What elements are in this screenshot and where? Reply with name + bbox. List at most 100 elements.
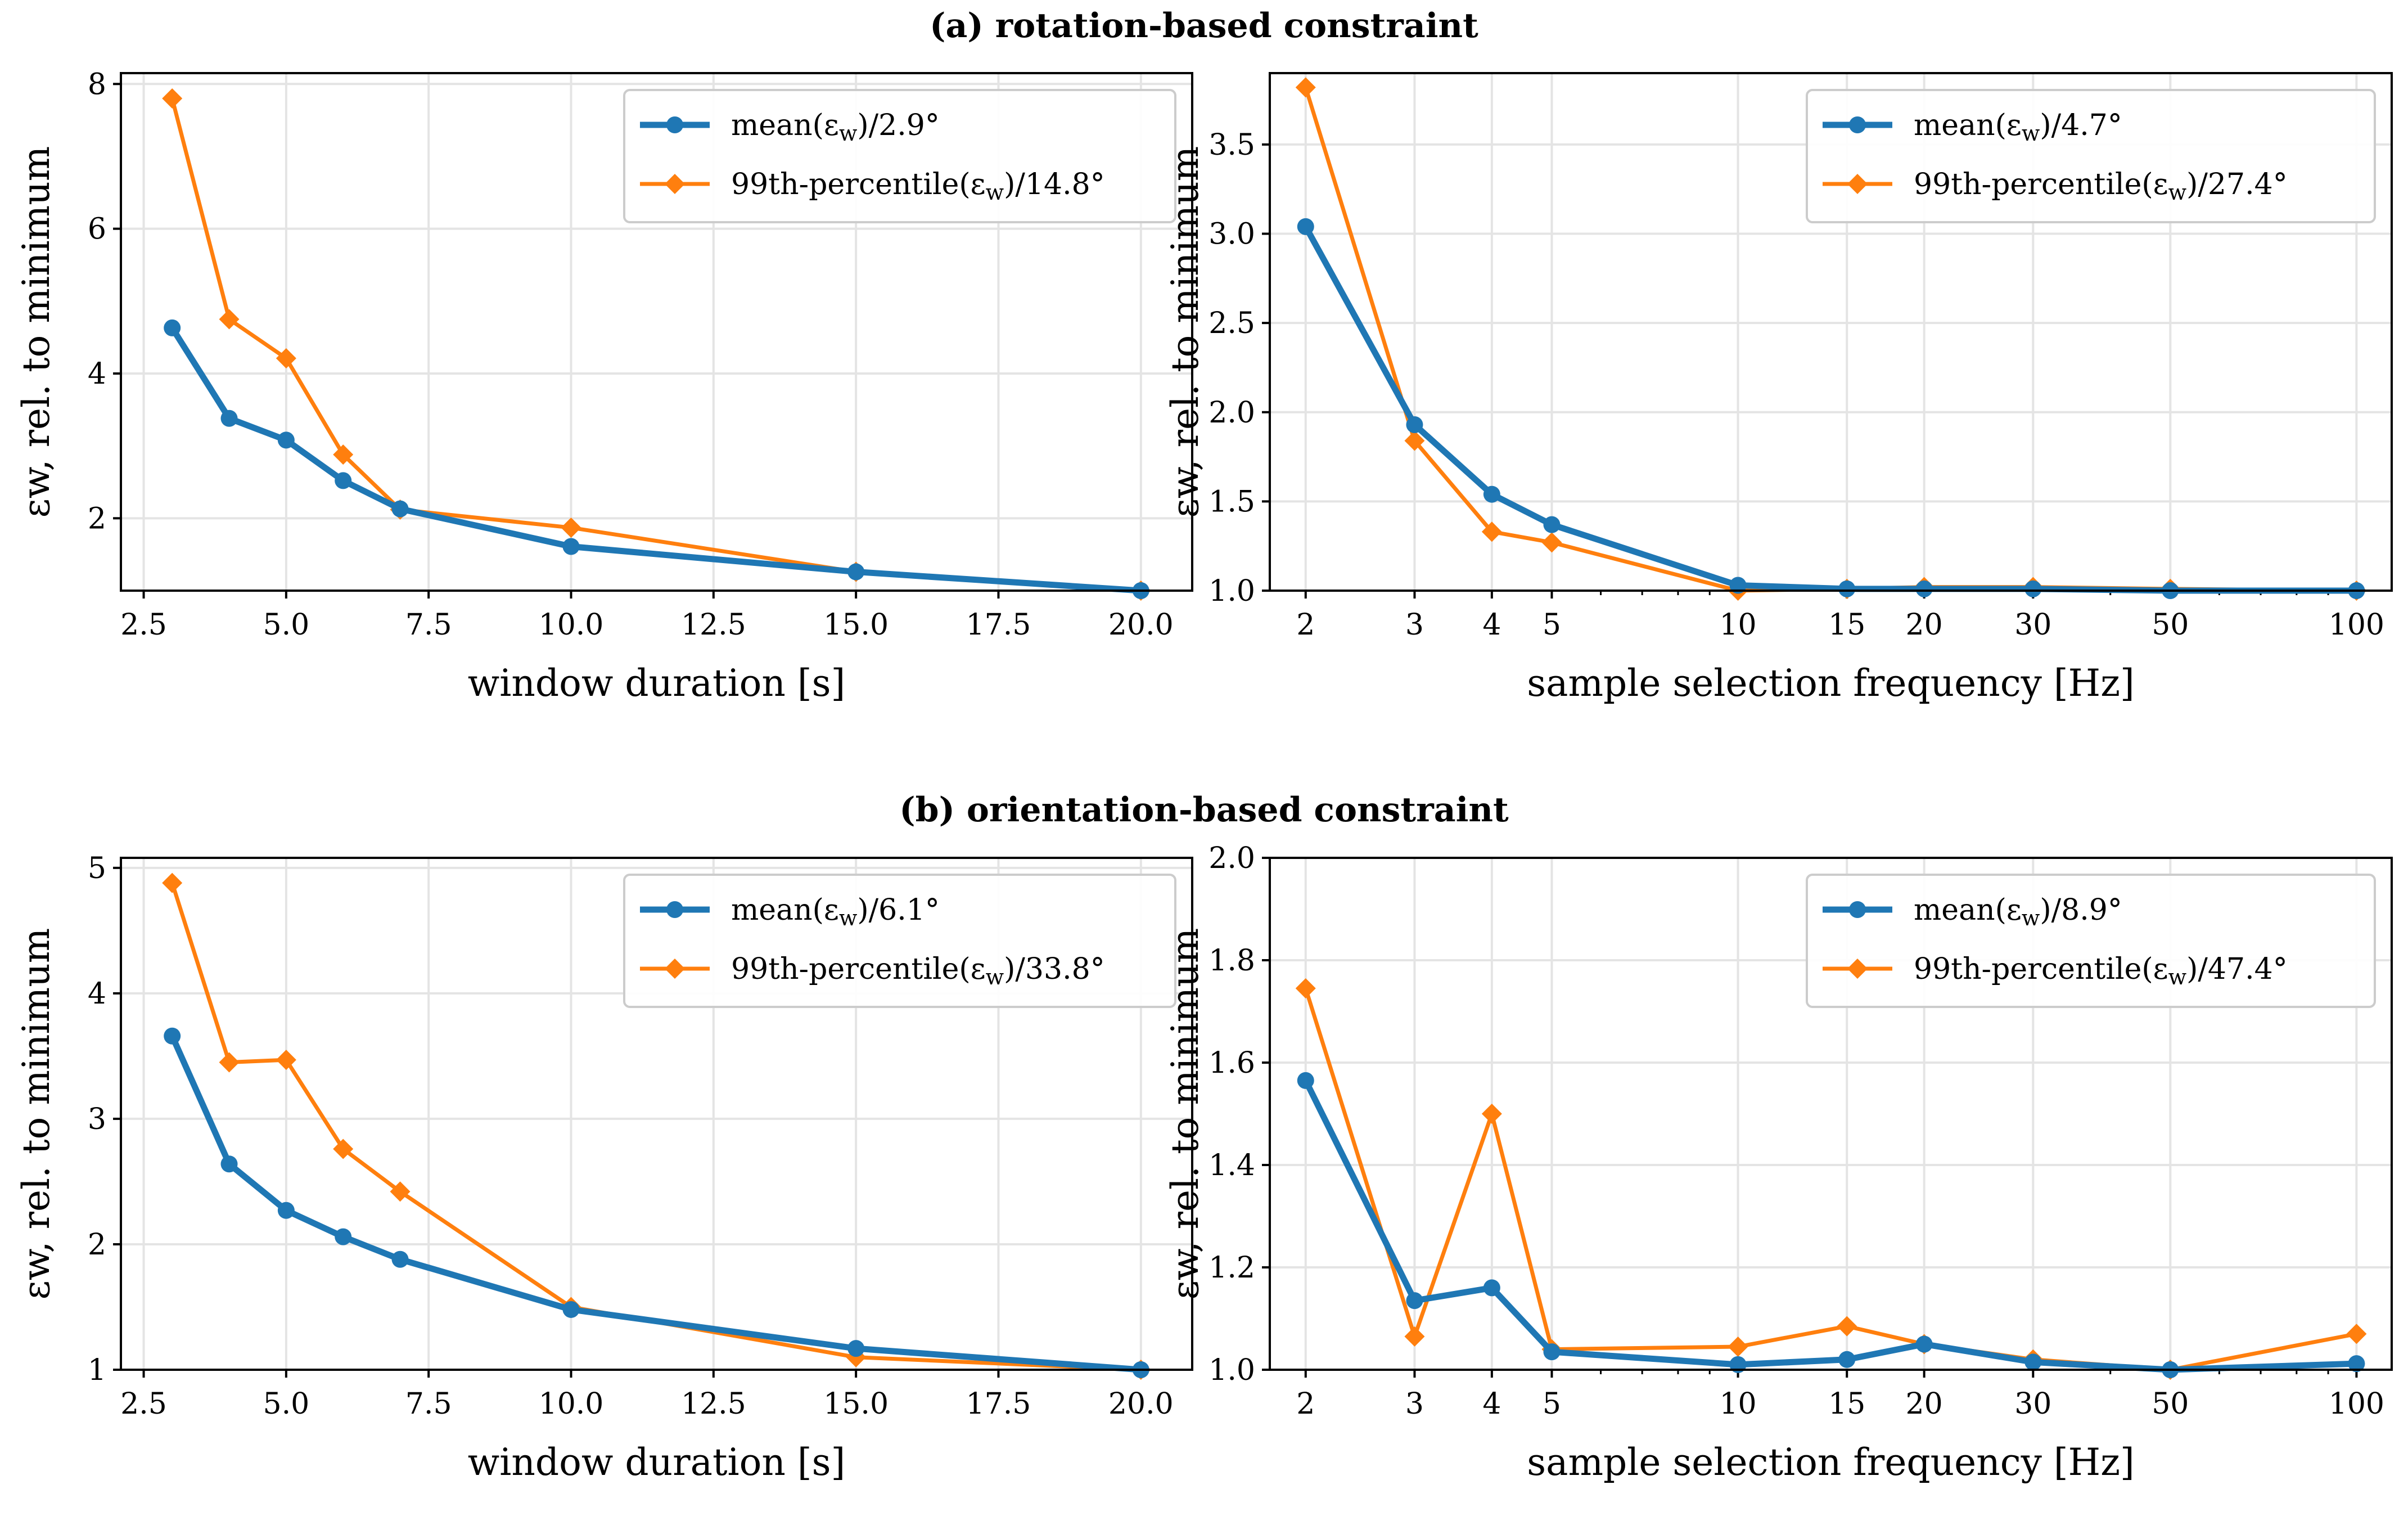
series-p99 — [162, 88, 1151, 601]
data-point — [1543, 516, 1561, 533]
x-tick-label: 30 — [2014, 1387, 2051, 1421]
data-point — [1543, 1343, 1561, 1361]
chart-3: 2.5 5.0 7.5 10.0 12.5 15.0 17.5 20.0 1 2 3 4 5 window… — [15, 852, 1193, 1484]
series-line — [1304, 988, 2357, 1372]
data-point — [335, 1228, 352, 1245]
data-point — [220, 410, 238, 427]
x-tick-label: 10.0 — [539, 1387, 604, 1421]
data-point — [1915, 580, 1933, 597]
x-tick-label: 2.5 — [120, 608, 167, 642]
legend-box — [623, 874, 1176, 1008]
legend-label: 99th-percentile(εw)/47.4° — [1914, 952, 2288, 989]
legend: mean(εw)/8.9° 99th-percentile(εw)/47.4° — [1806, 874, 2376, 1008]
data-point — [277, 1202, 295, 1219]
data-point — [1297, 1072, 1314, 1089]
data-point — [219, 1052, 240, 1073]
plot-frame — [1269, 72, 2393, 592]
data-point — [2346, 1324, 2367, 1344]
x-tick-label: 2 — [1296, 608, 1315, 642]
chart-4: 2 3 4 5 10 15 20 30 50 100 1.0 1.2 1.4 1.6 1.8 2.0 sampl… — [1164, 842, 2393, 1484]
legend-label: mean(εw)/8.9° — [1914, 893, 2122, 930]
series-line — [169, 1034, 1142, 1373]
legend-marker — [666, 116, 683, 133]
y-tick-label: 4 — [88, 357, 106, 391]
section-title-a: (a) rotation-based constraint — [930, 6, 1478, 46]
x-tick-label: 4 — [1482, 608, 1501, 642]
y-tick-label: 8 — [88, 68, 106, 101]
legend-box — [1806, 874, 2376, 1008]
data-point — [847, 563, 865, 581]
chart-2: 2 3 4 5 10 15 20 30 50 100 1.0 1.5 2.0 2.5 3.0 3.5 sampl… — [1164, 72, 2393, 705]
data-point — [335, 472, 352, 489]
y-tick-label: 3.5 — [1208, 128, 1255, 162]
legend: mean(εw)/6.1° 99th-percentile(εw)/33.8° — [623, 874, 1176, 1008]
y-tick-label: 1.0 — [1208, 1353, 1255, 1387]
x-axis-label: window duration [s] — [468, 662, 845, 705]
data-point — [391, 500, 409, 518]
data-point — [1838, 580, 1856, 597]
x-tick-label: 3 — [1405, 1387, 1424, 1421]
series-line — [169, 326, 1142, 594]
data-point — [1404, 430, 1425, 451]
x-tick-label: 17.5 — [966, 608, 1031, 642]
y-tick-label: 2.0 — [1208, 842, 1255, 875]
y-tick-label: 2 — [88, 502, 106, 536]
y-tick-label: 2.0 — [1208, 396, 1255, 430]
data-point — [2348, 1355, 2365, 1373]
data-point — [1915, 1335, 1933, 1353]
series-mean — [1297, 1072, 2365, 1378]
x-tick-label: 17.5 — [966, 1387, 1031, 1421]
data-point — [1481, 521, 1502, 542]
data-point — [1406, 1292, 1423, 1310]
data-point — [1295, 978, 1316, 999]
y-tick-label: 5 — [88, 852, 106, 885]
x-tick-label: 15.0 — [823, 608, 889, 642]
plot-frame — [1269, 857, 2393, 1371]
data-point — [162, 872, 183, 893]
data-point — [164, 319, 181, 336]
data-point — [1483, 485, 1500, 503]
data-point — [1838, 1351, 1856, 1368]
data-point — [561, 518, 581, 538]
legend-marker — [665, 959, 685, 979]
y-tick-label: 1.8 — [1208, 944, 1255, 978]
legend-box — [1806, 89, 2376, 223]
y-axis-label: εw, rel. to minimum — [15, 928, 58, 1300]
x-tick-label: 3 — [1405, 608, 1424, 642]
x-tick-label: 5.0 — [263, 608, 310, 642]
data-point — [562, 538, 580, 555]
data-point — [847, 1340, 865, 1357]
data-point — [1406, 416, 1423, 433]
data-point — [1295, 77, 1316, 98]
x-tick-label: 12.5 — [681, 1387, 746, 1421]
x-tick-label: 7.5 — [405, 608, 452, 642]
x-tick-label: 20 — [1906, 608, 1943, 642]
data-point — [219, 309, 240, 330]
data-point — [333, 1139, 354, 1159]
x-tick-label: 2 — [1296, 1387, 1315, 1421]
data-point — [276, 1050, 296, 1070]
legend: mean(εw)/4.7° 99th-percentile(εw)/27.4° — [1806, 89, 2376, 223]
legend-marker — [1847, 174, 1868, 194]
legend-label: mean(εw)/2.9° — [731, 109, 940, 146]
legend: mean(εw)/2.9° 99th-percentile(εw)/14.8° — [623, 89, 1176, 223]
y-tick-label: 2.5 — [1208, 307, 1255, 340]
x-axis-label: sample selection frequency [Hz] — [1527, 1441, 2135, 1484]
x-tick-label: 12.5 — [681, 608, 746, 642]
chart-1: 2.5 5.0 7.5 10.0 12.5 15.0 17.5 20.0 2 4 6 8 window … — [15, 68, 1193, 705]
data-point — [1729, 577, 1747, 594]
data-point — [1404, 1326, 1425, 1347]
x-tick-label: 10 — [1719, 608, 1756, 642]
x-tick-label: 20.0 — [1108, 608, 1174, 642]
data-point — [1837, 1316, 1857, 1337]
legend-label: 99th-percentile(εw)/14.8° — [731, 168, 1105, 205]
y-axis-label: εw, rel. to minimum — [15, 146, 58, 518]
data-point — [2024, 1353, 2042, 1371]
x-tick-label: 2.5 — [120, 1387, 167, 1421]
legend-label: mean(εw)/6.1° — [731, 893, 940, 930]
data-point — [162, 88, 183, 109]
legend-marker — [1849, 901, 1866, 918]
plot-frame — [120, 72, 1193, 592]
data-point — [2024, 580, 2042, 597]
